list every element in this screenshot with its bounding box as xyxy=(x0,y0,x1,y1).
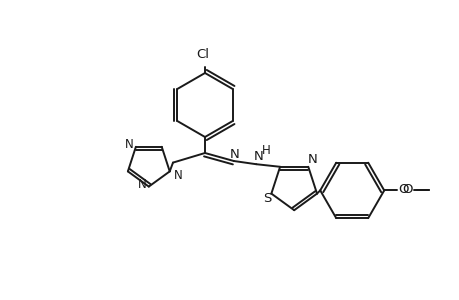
Text: O: O xyxy=(397,183,408,196)
Text: N: N xyxy=(307,153,317,166)
Text: N: N xyxy=(253,150,263,163)
Text: N: N xyxy=(124,138,133,151)
Text: N: N xyxy=(174,169,183,182)
Text: N: N xyxy=(137,178,146,191)
Text: H: H xyxy=(261,144,270,157)
Text: S: S xyxy=(263,192,271,205)
Text: Cl: Cl xyxy=(196,49,209,62)
Text: N: N xyxy=(230,148,239,161)
Text: O: O xyxy=(401,183,412,196)
